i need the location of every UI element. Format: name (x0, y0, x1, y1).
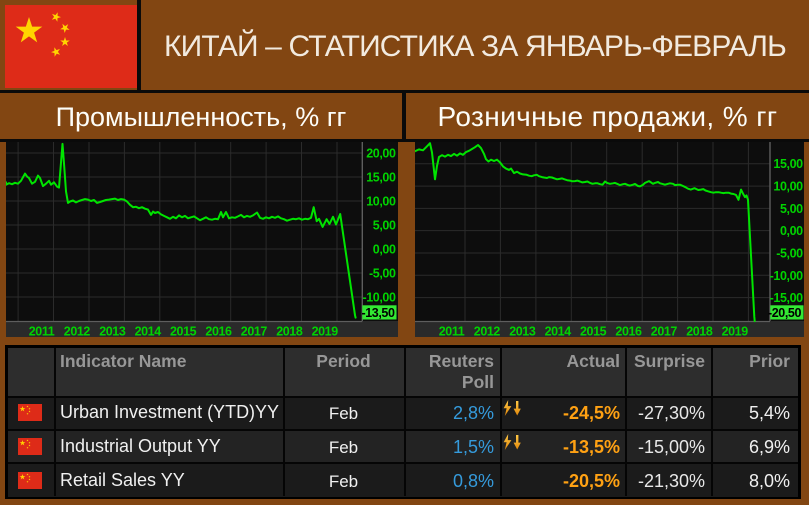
svg-text:2018: 2018 (686, 325, 713, 338)
svg-text:-13,50: -13,50 (361, 306, 394, 320)
svg-text:10,00: 10,00 (366, 195, 396, 209)
svg-text:2013: 2013 (99, 325, 126, 338)
svg-text:15,00: 15,00 (366, 171, 396, 185)
svg-text:2015: 2015 (170, 325, 197, 338)
svg-text:2016: 2016 (205, 325, 232, 338)
svg-text:2012: 2012 (474, 325, 501, 338)
svg-text:-15,00: -15,00 (770, 291, 803, 305)
svg-text:5,00: 5,00 (780, 202, 803, 216)
svg-text:2011: 2011 (29, 325, 55, 338)
svg-text:-10,00: -10,00 (770, 269, 803, 283)
svg-text:2018: 2018 (276, 325, 303, 338)
svg-text:2015: 2015 (580, 325, 607, 338)
svg-text:-5,00: -5,00 (776, 247, 803, 261)
svg-text:2014: 2014 (135, 325, 162, 338)
svg-text:2016: 2016 (615, 325, 642, 338)
svg-text:5,00: 5,00 (373, 219, 396, 233)
svg-text:2013: 2013 (509, 325, 536, 338)
svg-text:2019: 2019 (312, 325, 339, 338)
svg-text:-10,00: -10,00 (362, 291, 395, 305)
svg-text:2017: 2017 (651, 325, 678, 338)
svg-text:2011: 2011 (439, 325, 465, 338)
svg-text:0,00: 0,00 (780, 224, 803, 238)
svg-text:10,00: 10,00 (773, 180, 803, 194)
svg-text:20,00: 20,00 (366, 147, 396, 161)
svg-text:0,00: 0,00 (373, 243, 396, 257)
svg-text:2014: 2014 (545, 325, 572, 338)
svg-text:-5,00: -5,00 (369, 267, 396, 281)
svg-text:15,00: 15,00 (773, 157, 803, 171)
svg-text:2012: 2012 (64, 325, 91, 338)
svg-text:-20,50: -20,50 (768, 306, 801, 320)
svg-text:2017: 2017 (241, 325, 268, 338)
svg-text:2019: 2019 (722, 325, 749, 338)
